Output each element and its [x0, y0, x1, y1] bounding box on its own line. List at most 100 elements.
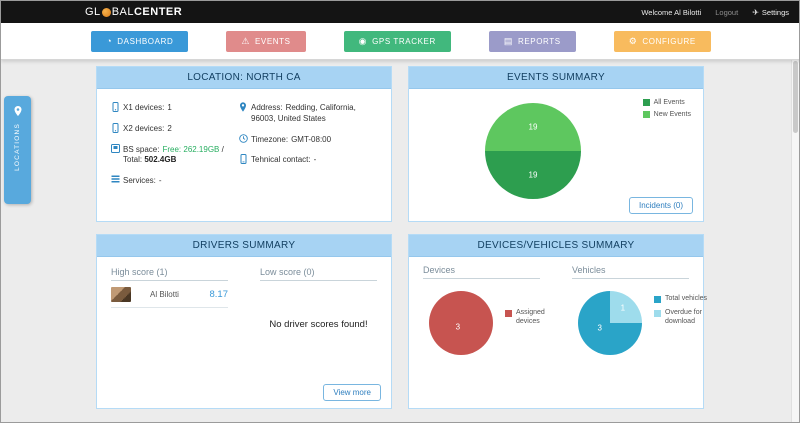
tab-reports-label: REPORTS: [517, 36, 561, 46]
events-pie-value-all: 19: [528, 170, 538, 180]
incidents-button[interactable]: Incidents (0): [628, 197, 693, 214]
tab-reports[interactable]: ▤ REPORTS: [488, 30, 576, 52]
assigned-devices-swatch: [505, 310, 512, 317]
low-score-header: Low score (0): [260, 267, 377, 281]
tab-configure-label: CONFIGURE: [642, 36, 696, 46]
pin-icon: [239, 102, 251, 112]
logo-text-suffix: CENTER: [133, 6, 183, 18]
clock-icon: [239, 133, 251, 143]
driver-row[interactable]: Al Bilotti 8.17: [111, 281, 228, 308]
scrollbar[interactable]: [791, 59, 799, 422]
drivers-panel-title: DRIVERS SUMMARY: [97, 235, 391, 257]
drivers-summary-panel: DRIVERS SUMMARY High score (1) Al Bilott…: [96, 234, 392, 409]
settings-link[interactable]: ✈ Settings: [752, 8, 789, 17]
timezone-row: Timezone: GMT-08:00: [239, 133, 379, 146]
events-panel-title: EVENTS SUMMARY: [409, 67, 703, 89]
legend-overdue-download: Overdue for download: [654, 309, 717, 327]
devices-pie-chart: 3: [429, 291, 493, 355]
x2-devices-text: X2 devices: 2: [123, 123, 172, 133]
legend-all-events: All Events: [642, 99, 691, 106]
vehicles-pie-chart: 3 1: [578, 291, 642, 355]
vehicles-pie-value-overdue: 1: [620, 303, 626, 313]
location-panel: LOCATION: NORTH CA X1 devices: 1 X2 devic…: [96, 66, 392, 222]
tab-events[interactable]: ⚠ EVENTS: [226, 30, 306, 52]
high-score-column: High score (1) Al Bilotti 8.17: [111, 267, 244, 400]
vehicles-pie-value-total: 3: [597, 323, 602, 333]
all-events-label: All Events: [653, 99, 685, 106]
logout-link[interactable]: Logout: [715, 7, 739, 17]
x1-devices-row: X1 devices: 1: [111, 102, 239, 114]
assigned-devices-label: Assigned devices: [516, 309, 545, 325]
configure-icon: ⚙: [628, 35, 638, 46]
new-events-label: New Events: [653, 111, 691, 118]
drivers-columns: High score (1) Al Bilotti 8.17 Low score…: [97, 257, 391, 400]
location-panel-title: LOCATION: NORTH CA: [97, 67, 391, 89]
events-legend: All Events New Events: [642, 99, 691, 123]
contact-row: Tehnical contact: -: [239, 154, 379, 166]
devices-legend: Assigned devices: [505, 309, 568, 355]
scrollbar-thumb[interactable]: [793, 61, 798, 133]
dashboard-icon: ◔: [106, 35, 113, 46]
x1-devices-text: X1 devices: 1: [123, 103, 172, 112]
settings-label: Settings: [761, 7, 789, 17]
events-pie-value-new: 19: [528, 122, 538, 132]
tab-gps-tracker[interactable]: ◉ GPS TRACKER: [343, 30, 451, 52]
contact-text: Tehnical contact: -: [251, 155, 317, 165]
address-text: Address: Redding, California, 96003, Unit…: [251, 103, 356, 123]
tab-dashboard[interactable]: ◔ DASHBOARD: [91, 30, 189, 52]
list-icon: [111, 175, 123, 183]
high-score-header: High score (1): [111, 267, 228, 281]
logo-text-mid: BAL: [111, 6, 134, 18]
timezone-text: Timezone: GMT-08:00: [251, 134, 332, 144]
vehicles-section: Vehicles 3 1 Total vehicles Overdue f: [556, 265, 707, 355]
reports-icon: ▤: [503, 35, 513, 46]
low-score-column: Low score (0) No driver scores found!: [244, 267, 377, 400]
welcome-text: Welcome Al Bilotti: [641, 7, 702, 17]
overdue-download-swatch: [654, 309, 661, 317]
x2-devices-row: X2 devices: 2: [111, 122, 239, 135]
devices-pie-value: 3: [455, 322, 461, 332]
total-vehicles-swatch: [654, 296, 661, 303]
events-summary-panel: EVENTS SUMMARY 19 19 All Events New Even…: [408, 66, 704, 222]
location-right-column: Address: Redding, California, 96003, Unit…: [239, 102, 379, 197]
events-pie-chart: [485, 103, 581, 199]
vehicles-header: Vehicles: [572, 265, 689, 279]
devices-vehicles-body: Devices 3 Assigned devices Vehicles: [409, 257, 707, 355]
services-text: Services: -: [123, 176, 162, 186]
location-panel-body: X1 devices: 1 X2 devices: 2 BS space: Free:…: [97, 89, 391, 197]
tab-gps-tracker-label: GPS TRACKER: [372, 36, 436, 46]
logo-text-prefix: GL: [85, 6, 101, 18]
main-nav: ◔ DASHBOARD ⚠ EVENTS ◉ GPS TRACKER ▤ REP…: [1, 23, 799, 60]
no-scores-message: No driver scores found!: [269, 319, 368, 330]
drivers-panel-body: High score (1) Al Bilotti 8.17 Low score…: [97, 257, 391, 409]
events-panel-body: 19 19 All Events New Events Incidents (0…: [409, 89, 703, 222]
warning-icon: ⚠: [241, 35, 250, 46]
device-icon: [111, 122, 123, 133]
bs-space-row: BS space: Free: 262.19GB / Total: 502.4GB: [111, 143, 239, 167]
globe-icon: [101, 7, 111, 17]
devices-section: Devices 3 Assigned devices: [423, 265, 556, 355]
driver-avatar: [111, 286, 131, 302]
view-more-button[interactable]: View more: [323, 384, 381, 401]
contact-icon: [239, 154, 251, 165]
legend-assigned-devices: Assigned devices: [505, 309, 568, 327]
overdue-download-label: Overdue for download: [665, 308, 702, 325]
tab-configure[interactable]: ⚙ CONFIGURE: [613, 30, 711, 52]
app-logo: GL BAL CENTER: [85, 6, 182, 18]
location-left-column: X1 devices: 1 X2 devices: 2 BS space: Free:…: [111, 102, 239, 197]
address-row: Address: Redding, California, 96003, Unit…: [239, 102, 379, 125]
locations-tab-label: LOCATIONS: [14, 123, 21, 171]
services-row: Services: -: [111, 175, 239, 187]
new-events-swatch: [642, 111, 650, 118]
vehicles-chart-row: 3 1 Total vehicles Overdue for download: [572, 291, 707, 355]
vehicles-legend: Total vehicles Overdue for download: [654, 295, 717, 355]
top-right-menu: Welcome Al Bilotti Logout ✈ Settings: [641, 8, 789, 17]
tab-dashboard-label: DASHBOARD: [117, 36, 174, 46]
locations-side-tab[interactable]: LOCATIONS: [4, 96, 31, 204]
devices-vehicles-panel: DEVICES/VEHICLES SUMMARY Devices 3 Assig…: [408, 234, 707, 409]
legend-total-vehicles: Total vehicles: [654, 295, 717, 304]
settings-icon: ✈: [752, 7, 759, 17]
storage-icon: [111, 143, 123, 153]
driver-score: 8.17: [209, 288, 229, 300]
device-icon: [111, 102, 123, 112]
